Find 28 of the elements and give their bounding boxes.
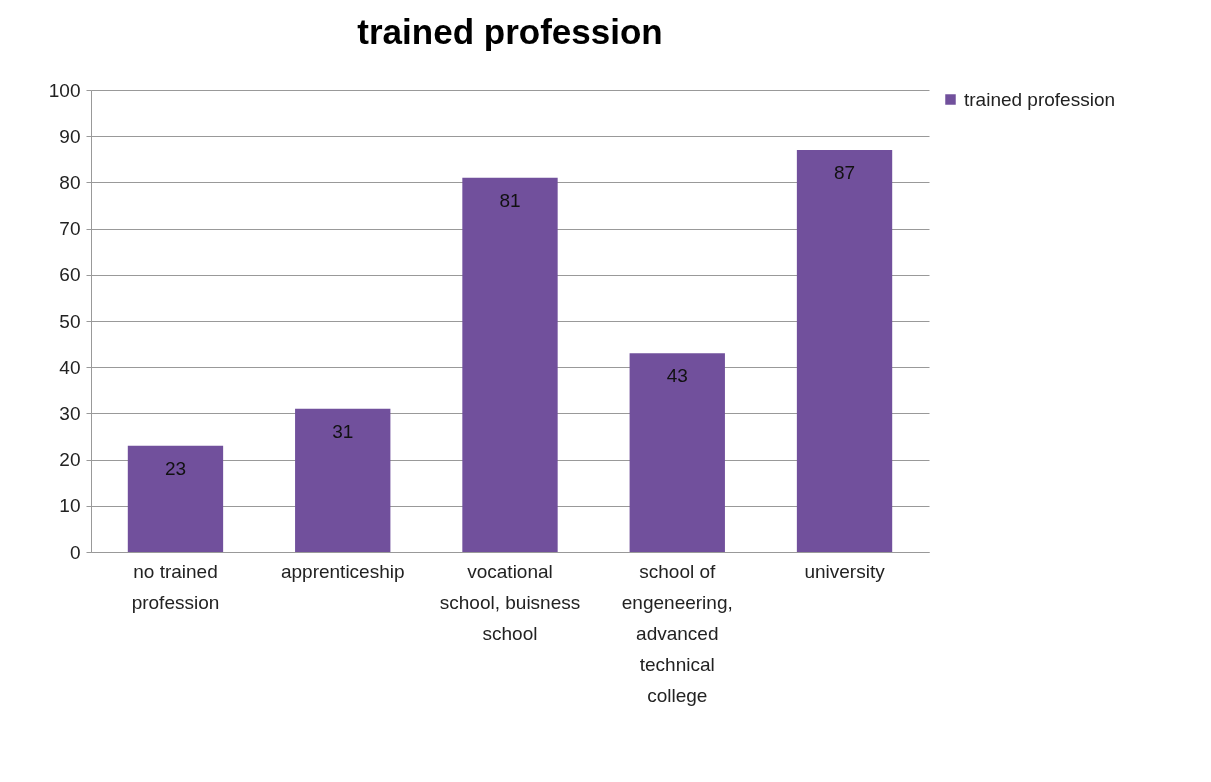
y-tick-label: 0 — [69, 541, 81, 563]
data-label: 81 — [499, 189, 521, 211]
bar — [127, 445, 224, 552]
bar — [295, 408, 391, 552]
legend-label: trained profession — [964, 88, 1116, 110]
y-tick-label: 40 — [59, 356, 81, 378]
y-tick-label: 20 — [59, 449, 81, 471]
x-tick-label: vocational school, buisness school — [439, 560, 581, 644]
chart-title: trained profession — [357, 12, 663, 51]
data-label: 87 — [833, 162, 856, 184]
x-tick-label: apprenticeship — [280, 560, 405, 582]
x-tick-label: no trained profession — [131, 560, 220, 613]
y-tick-label: 60 — [59, 264, 81, 286]
data-label: 31 — [332, 420, 354, 442]
y-tick-label: 10 — [59, 495, 81, 517]
x-tick-label: school of engeneering, advanced technical college — [621, 560, 733, 706]
y-tick-label: 70 — [59, 218, 81, 240]
x-tick-label: university — [804, 560, 886, 582]
bar — [462, 177, 558, 552]
y-tick-label: 50 — [59, 310, 81, 332]
data-label: 23 — [164, 457, 187, 479]
y-tick-label: 100 — [48, 79, 81, 101]
y-tick-label: 30 — [59, 402, 81, 424]
data-label: 43 — [666, 365, 688, 387]
bar — [629, 353, 725, 552]
bar — [796, 150, 893, 552]
y-tick-label: 80 — [59, 171, 81, 193]
y-tick-label: 90 — [59, 125, 81, 147]
